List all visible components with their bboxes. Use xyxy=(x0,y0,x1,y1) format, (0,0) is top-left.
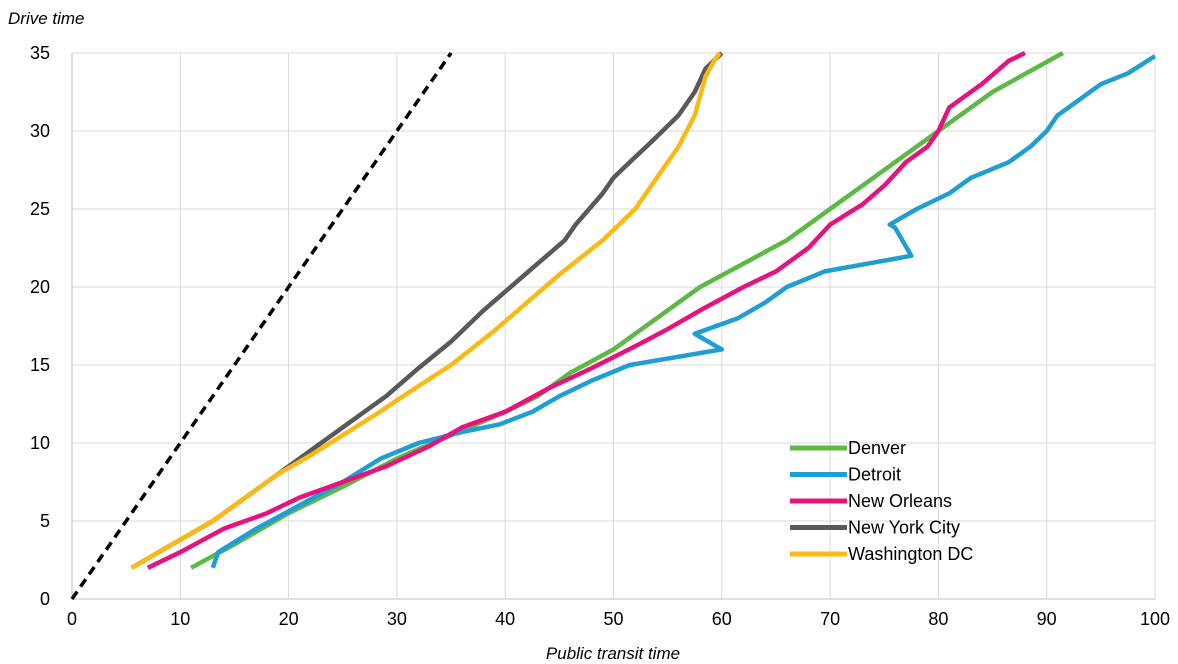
x-tick-label: 40 xyxy=(495,609,515,629)
gridlines xyxy=(72,52,1156,599)
x-tick-label: 60 xyxy=(712,609,732,629)
y-tick-label: 35 xyxy=(30,43,50,63)
x-axis-title: Public transit time xyxy=(546,644,680,663)
legend-label-new-york-city: New York City xyxy=(848,518,960,538)
legend-label-denver: Denver xyxy=(848,438,906,458)
series-line-new-orleans xyxy=(146,50,1026,570)
y-tick-label: 0 xyxy=(40,589,50,609)
y-tick-label: 15 xyxy=(30,355,50,375)
axes xyxy=(71,53,1155,600)
series-layer xyxy=(130,50,1157,570)
legend-label-new-orleans: New Orleans xyxy=(848,491,952,511)
y-tick-label: 30 xyxy=(30,121,50,141)
x-tick-labels: 0 10 20 30 40 50 60 70 80 90 100 xyxy=(67,609,1170,629)
x-tick-label: 100 xyxy=(1140,609,1170,629)
x-tick-label: 10 xyxy=(170,609,190,629)
legend-label-washington-dc: Washington DC xyxy=(848,544,973,564)
legend-label-detroit: Detroit xyxy=(848,465,901,485)
y-tick-label: 20 xyxy=(30,277,50,297)
y-tick-labels: 0 5 10 15 20 25 30 35 xyxy=(30,43,50,609)
series-line-washington-dc xyxy=(130,51,722,570)
x-tick-label: 20 xyxy=(279,609,299,629)
x-tick-label: 80 xyxy=(928,609,948,629)
x-tick-label: 0 xyxy=(67,609,77,629)
x-tick-label: 30 xyxy=(387,609,407,629)
reference-line-dashed xyxy=(70,52,453,600)
x-tick-label: 70 xyxy=(820,609,840,629)
reference-line-layer xyxy=(70,52,453,600)
legend: Denver Detroit New Orleans New York City Was… xyxy=(790,438,973,564)
series-line-detroit xyxy=(210,54,1157,569)
series-line-new-york-city xyxy=(130,51,724,570)
y-axis-title: Drive time xyxy=(8,9,85,28)
x-tick-label: 50 xyxy=(603,609,623,629)
x-tick-label: 90 xyxy=(1037,609,1057,629)
y-tick-label: 5 xyxy=(40,511,50,531)
y-tick-label: 10 xyxy=(30,433,50,453)
series-line-denver xyxy=(190,51,1064,570)
y-tick-label: 25 xyxy=(30,199,50,219)
